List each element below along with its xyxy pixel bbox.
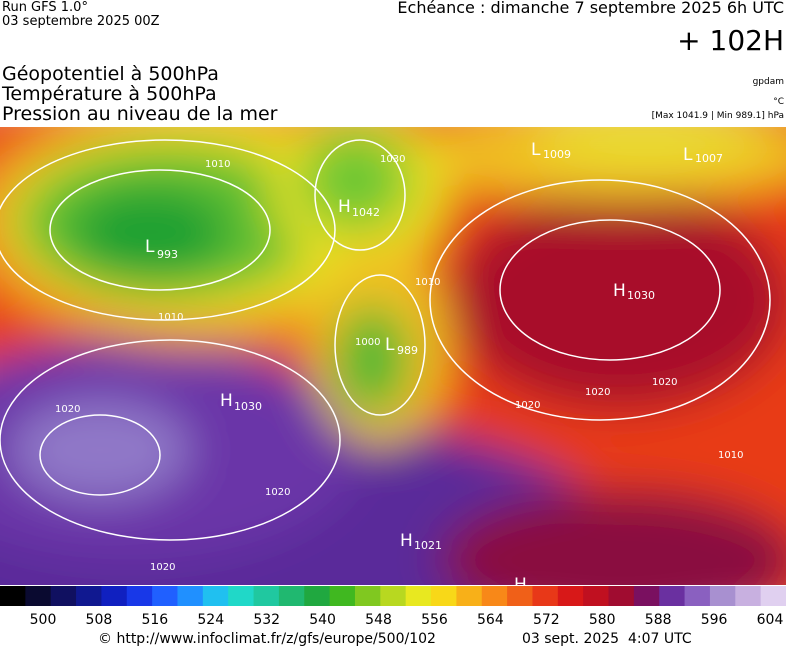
colorbar-swatch xyxy=(253,586,280,606)
center-value: 1030 xyxy=(234,400,262,413)
run-date: 03 septembre 2025 00Z xyxy=(2,14,160,29)
colorbar-swatch xyxy=(152,586,178,606)
field-label: Température à 500hPa xyxy=(1,83,217,105)
colorbar-swatch xyxy=(456,586,483,606)
isobar-label: 1020 xyxy=(585,387,610,398)
center-value: 1009 xyxy=(543,148,571,161)
colorbar-swatch xyxy=(380,586,407,606)
colorbar-swatch xyxy=(202,586,229,606)
colorbar-swatch xyxy=(507,586,533,606)
colorbar-label: 564 xyxy=(477,612,504,628)
colorbar-swatch xyxy=(760,586,786,606)
colorbar-swatch xyxy=(532,586,559,606)
colorbar-label: 588 xyxy=(645,612,672,628)
colorbar-label: 532 xyxy=(253,612,280,628)
isobar-label: 1010 xyxy=(205,159,230,170)
center-value: 1021 xyxy=(414,539,442,552)
colorbar-swatch xyxy=(177,586,204,606)
isobar-label: 1010 xyxy=(718,450,743,461)
center-symbol: L xyxy=(145,237,155,257)
pressure-centers: H 1042 L 993 L 1009 L 1007 L 989 H 1030 … xyxy=(145,140,723,595)
center-symbol: H xyxy=(400,531,413,551)
colorbar-swatch xyxy=(354,586,381,606)
colorbar-swatch xyxy=(608,586,635,606)
isobar-label: 1010 xyxy=(415,277,440,288)
colorbar-swatch xyxy=(659,586,686,606)
colorbar-swatch xyxy=(735,586,762,606)
colorbar-swatch xyxy=(481,586,508,606)
isobars xyxy=(0,139,771,541)
colorbar-swatch xyxy=(709,586,736,606)
unit-label: gpdam xyxy=(753,77,784,87)
field-label: Géopotentiel à 500hPa xyxy=(2,63,219,85)
center-symbol: H xyxy=(514,575,527,595)
isobar-label: 1000 xyxy=(355,337,380,348)
colorbar-label: 548 xyxy=(365,612,392,628)
center-symbol: H xyxy=(338,197,351,217)
colorbar-label: 524 xyxy=(197,612,224,628)
center-value: 1007 xyxy=(695,152,723,165)
colorbar-swatch xyxy=(228,586,255,606)
unit-label: °C xyxy=(773,97,784,107)
isobar-labels: 1010 1010 1030 1010 1000 1020 1020 1020 … xyxy=(55,154,743,573)
pressure-range: [Max 1041.9 | Min 989.1] hPa xyxy=(652,111,784,121)
center-symbol: H xyxy=(613,281,626,301)
isobar-label: 1030 xyxy=(380,154,405,165)
run-label: Run GFS 1.0° xyxy=(2,0,88,15)
center-value: 993 xyxy=(157,248,178,261)
colorbar-label: 540 xyxy=(309,612,336,628)
field-label: Pression au niveau de la mer xyxy=(2,103,278,125)
footer-url: © http://www.infoclimat.fr/z/gfs/europe/… xyxy=(98,631,436,647)
colorbar-label: 596 xyxy=(701,612,728,628)
colorbar: 500 508 516 524 532 540 548 556 564 572 580 588 596 6… xyxy=(0,586,786,628)
center-symbol: H xyxy=(220,391,233,411)
colorbar-swatch xyxy=(278,586,305,606)
colorbar-swatch xyxy=(76,586,102,606)
colorbar-swatch xyxy=(557,586,584,606)
isobar-label: 1020 xyxy=(55,404,80,415)
center-symbol: L xyxy=(683,145,693,165)
colorbar-label: 580 xyxy=(589,612,616,628)
center-symbol: L xyxy=(531,140,541,160)
center-value: 989 xyxy=(397,344,418,357)
colorbar-swatch xyxy=(684,586,711,606)
colorbar-label: 556 xyxy=(421,612,448,628)
colorbar-swatch xyxy=(101,586,128,606)
colorbar-swatch xyxy=(25,586,52,606)
colorbar-label: 516 xyxy=(141,612,168,628)
center-symbol: L xyxy=(385,335,395,355)
field xyxy=(0,127,786,585)
colorbar-swatch xyxy=(304,586,331,606)
colorbar-swatch xyxy=(583,586,610,606)
map: H 1042 L 993 L 1009 L 1007 L 989 H 1030 … xyxy=(0,127,786,595)
isobar-label: 1020 xyxy=(652,377,677,388)
lead-time: + 102H xyxy=(677,24,784,57)
isobar-label: 1020 xyxy=(265,487,290,498)
colorbar-swatch xyxy=(126,586,153,606)
isobar-label: 1020 xyxy=(515,400,540,411)
forecast-time: Echéance : dimanche 7 septembre 2025 6h … xyxy=(397,0,784,17)
isobar-label: 1020 xyxy=(150,562,175,573)
colorbar-label: 508 xyxy=(86,612,113,628)
center-value: 1042 xyxy=(352,206,380,219)
colorbar-swatch xyxy=(431,586,457,606)
colorbar-label: 500 xyxy=(30,612,57,628)
colorbar-swatch xyxy=(50,586,77,606)
center-value: 1030 xyxy=(627,289,655,302)
isobar-label: 1010 xyxy=(158,312,183,323)
colorbar-label: 604 xyxy=(757,612,784,628)
colorbar-swatch xyxy=(633,586,660,606)
colorbar-swatch xyxy=(405,586,432,606)
colorbar-label: 572 xyxy=(533,612,560,628)
footer-timestamp: 03 sept. 2025 4:07 UTC xyxy=(522,631,692,647)
colorbar-swatch xyxy=(329,586,356,606)
colorbar-swatch xyxy=(0,586,26,606)
